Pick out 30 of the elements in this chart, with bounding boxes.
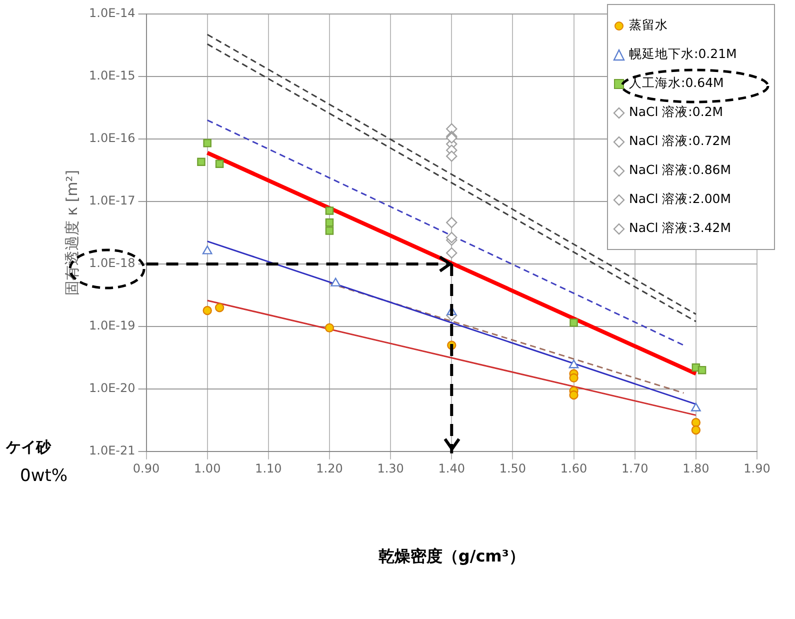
legend-label: NaCl 溶液:3.42M [629,220,732,237]
legend-label: NaCl 溶液:0.2M [629,104,724,121]
y-tick-label: 1.0E-17 [89,194,136,208]
y-tick-label: 1.0E-20 [89,381,136,396]
y-tick-label: 1.0E-18 [89,256,136,270]
legend-label: 人工海水:0.64M [629,75,724,92]
y-tick-label: 1.0E-14 [89,6,136,20]
y-tick-label: 1.0E-16 [89,131,136,146]
x-tick-label: 1.30 [377,462,404,476]
text: ケイ砂 [6,438,51,457]
y-tick-label: 1.0E-15 [89,68,136,83]
legend-label: NaCl 溶液:0.72M [629,133,732,150]
text: 0wt% [20,466,68,486]
x-tick-label: 1.40 [438,462,465,476]
x-axis-title: 乾燥密度（g/cm³） [378,546,525,566]
legend-label: NaCl 溶液:0.86M [629,162,732,179]
x-tick-label: 1.70 [621,462,648,476]
x-tick-label: 1.80 [682,462,710,476]
x-tick-label: 1.50 [499,462,526,476]
legend-label: 幌延地下水:0.21M [629,46,737,63]
y-tick-label: 1.0E-19 [89,318,136,333]
legend-label: 蒸留水 [629,17,668,34]
x-tick-label: 1.10 [255,462,282,476]
x-tick-label: 1.90 [744,462,770,476]
legend-label: NaCl 溶液:2.00M [629,191,732,208]
x-tick-label: 1.20 [316,462,343,476]
x-tick-label: 1.60 [560,462,588,476]
y-tick-label: 1.0E-21 [89,444,136,458]
x-tick-label: 0.90 [132,462,160,476]
x-tick-label: 1.00 [194,462,221,476]
